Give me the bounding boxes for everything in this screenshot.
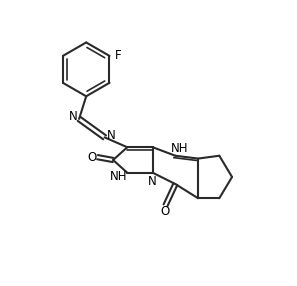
Text: N: N <box>106 129 115 142</box>
Text: F: F <box>115 49 121 62</box>
Text: N: N <box>69 110 77 123</box>
Text: O: O <box>161 205 170 218</box>
Text: NH: NH <box>110 170 127 184</box>
Text: N: N <box>148 175 157 188</box>
Text: O: O <box>88 151 97 164</box>
Text: NH: NH <box>171 142 188 155</box>
